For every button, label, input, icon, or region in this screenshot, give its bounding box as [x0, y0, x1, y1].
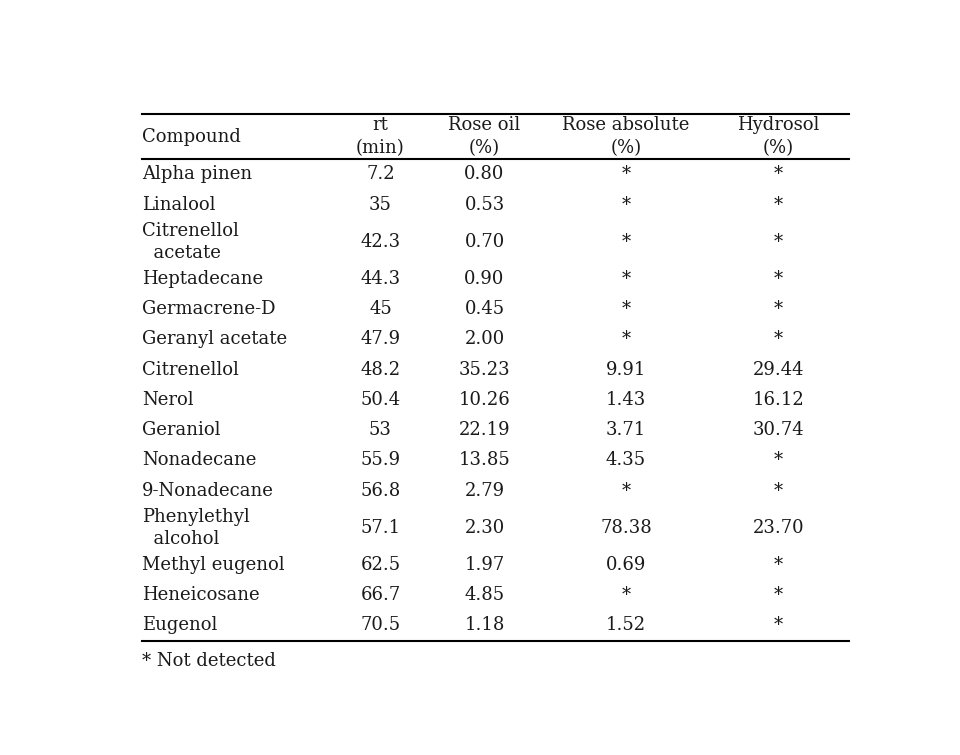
- Text: Phenylethyl
  alcohol: Phenylethyl alcohol: [142, 507, 250, 548]
- Text: 16.12: 16.12: [753, 391, 804, 409]
- Text: 22.19: 22.19: [459, 421, 511, 439]
- Text: Heptadecane: Heptadecane: [142, 270, 263, 288]
- Text: 50.4: 50.4: [360, 391, 400, 409]
- Text: 48.2: 48.2: [360, 361, 400, 379]
- Text: *: *: [774, 270, 783, 288]
- Text: 9.91: 9.91: [606, 361, 646, 379]
- Text: 62.5: 62.5: [360, 556, 400, 574]
- Text: 47.9: 47.9: [360, 331, 400, 348]
- Text: Geraniol: Geraniol: [142, 421, 221, 439]
- Text: *: *: [621, 270, 631, 288]
- Text: 66.7: 66.7: [360, 586, 400, 604]
- Text: Citrenellol: Citrenellol: [142, 361, 239, 379]
- Text: 56.8: 56.8: [360, 482, 400, 500]
- Text: 4.85: 4.85: [465, 586, 505, 604]
- Text: 2.30: 2.30: [465, 519, 505, 537]
- Text: Geranyl acetate: Geranyl acetate: [142, 331, 287, 348]
- Text: 10.26: 10.26: [459, 391, 511, 409]
- Text: 13.85: 13.85: [459, 451, 511, 470]
- Text: 7.2: 7.2: [366, 165, 395, 183]
- Text: 78.38: 78.38: [600, 519, 652, 537]
- Text: *: *: [774, 482, 783, 500]
- Text: *: *: [774, 300, 783, 318]
- Text: 35.23: 35.23: [459, 361, 511, 379]
- Text: 44.3: 44.3: [360, 270, 400, 288]
- Text: 1.52: 1.52: [606, 616, 646, 634]
- Text: 55.9: 55.9: [360, 451, 400, 470]
- Text: 1.18: 1.18: [465, 616, 505, 634]
- Text: Rose absolute
(%): Rose absolute (%): [563, 116, 689, 156]
- Text: rt
(min): rt (min): [356, 116, 405, 156]
- Text: Nonadecane: Nonadecane: [142, 451, 256, 470]
- Text: 0.69: 0.69: [606, 556, 646, 574]
- Text: *: *: [774, 556, 783, 574]
- Text: 0.45: 0.45: [465, 300, 505, 318]
- Text: Alpha pinen: Alpha pinen: [142, 165, 252, 183]
- Text: 2.00: 2.00: [465, 331, 505, 348]
- Text: Rose oil
(%): Rose oil (%): [448, 116, 520, 156]
- Text: *: *: [621, 586, 631, 604]
- Text: 2.79: 2.79: [465, 482, 505, 500]
- Text: 0.70: 0.70: [465, 233, 505, 251]
- Text: Methyl eugenol: Methyl eugenol: [142, 556, 285, 574]
- Text: 53: 53: [369, 421, 392, 439]
- Text: 42.3: 42.3: [360, 233, 400, 251]
- Text: *: *: [774, 196, 783, 214]
- Text: 57.1: 57.1: [360, 519, 400, 537]
- Text: 23.70: 23.70: [753, 519, 804, 537]
- Text: *: *: [774, 233, 783, 251]
- Text: *: *: [774, 165, 783, 183]
- Text: Linalool: Linalool: [142, 196, 216, 214]
- Text: *: *: [621, 233, 631, 251]
- Text: 1.43: 1.43: [606, 391, 646, 409]
- Text: Citrenellol
  acetate: Citrenellol acetate: [142, 222, 239, 262]
- Text: 0.53: 0.53: [465, 196, 505, 214]
- Text: Nerol: Nerol: [142, 391, 194, 409]
- Text: 70.5: 70.5: [360, 616, 400, 634]
- Text: 9-Nonadecane: 9-Nonadecane: [142, 482, 275, 500]
- Text: *: *: [621, 482, 631, 500]
- Text: *: *: [774, 586, 783, 604]
- Text: 1.97: 1.97: [465, 556, 505, 574]
- Text: *: *: [774, 616, 783, 634]
- Text: 29.44: 29.44: [753, 361, 804, 379]
- Text: Germacrene-D: Germacrene-D: [142, 300, 276, 318]
- Text: *: *: [621, 331, 631, 348]
- Text: 35: 35: [369, 196, 392, 214]
- Text: 0.90: 0.90: [465, 270, 505, 288]
- Text: *: *: [774, 331, 783, 348]
- Text: 4.35: 4.35: [606, 451, 646, 470]
- Text: Hydrosol
(%): Hydrosol (%): [737, 116, 820, 156]
- Text: Compound: Compound: [142, 128, 241, 146]
- Text: Eugenol: Eugenol: [142, 616, 218, 634]
- Text: 45: 45: [369, 300, 392, 318]
- Text: *: *: [621, 196, 631, 214]
- Text: *: *: [621, 165, 631, 183]
- Text: * Not detected: * Not detected: [142, 652, 276, 670]
- Text: *: *: [774, 451, 783, 470]
- Text: Heneicosane: Heneicosane: [142, 586, 260, 604]
- Text: 30.74: 30.74: [753, 421, 804, 439]
- Text: 0.80: 0.80: [465, 165, 505, 183]
- Text: 3.71: 3.71: [606, 421, 646, 439]
- Text: *: *: [621, 300, 631, 318]
